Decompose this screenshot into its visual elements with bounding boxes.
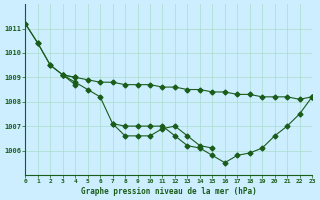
X-axis label: Graphe pression niveau de la mer (hPa): Graphe pression niveau de la mer (hPa): [81, 187, 257, 196]
